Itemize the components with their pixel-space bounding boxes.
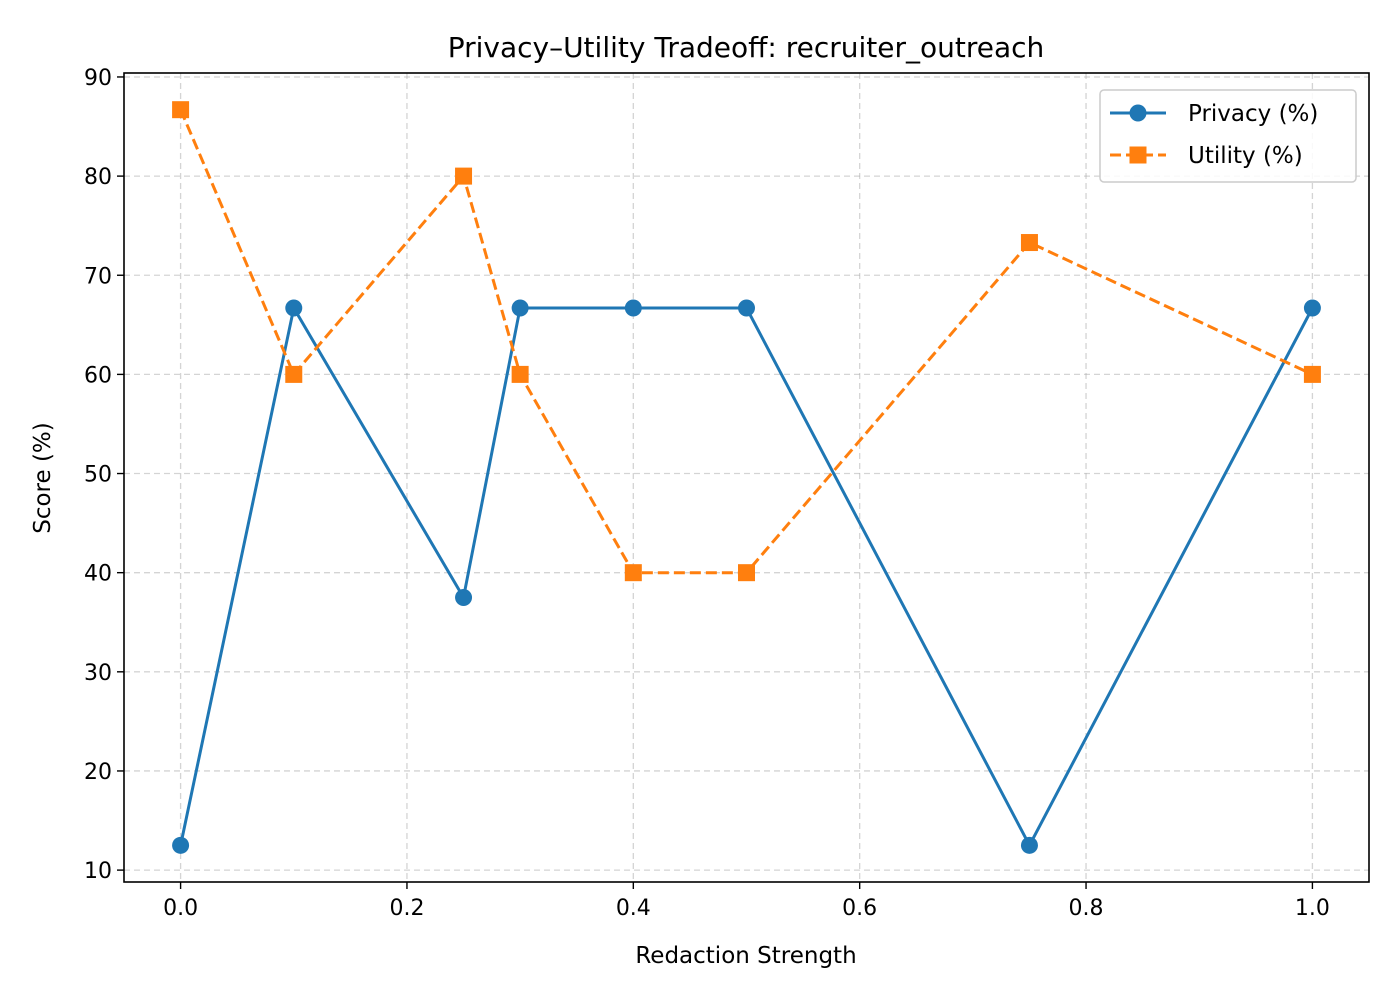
x-tick-label: 0.6: [842, 896, 877, 921]
data-point-privacy: [738, 299, 755, 317]
y-tick-label: 20: [84, 760, 112, 785]
x-axis-label: Redaction Strength: [635, 943, 856, 969]
x-tick-label: 0.4: [616, 896, 651, 921]
legend-label: Privacy (%): [1188, 101, 1318, 127]
y-tick-label: 80: [84, 165, 112, 190]
chart-title: Privacy–Utility Tradeoff: recruiter_outr…: [448, 31, 1045, 64]
data-point-privacy: [455, 588, 473, 606]
data-point-privacy: [624, 299, 642, 317]
y-tick-label: 30: [84, 661, 112, 686]
data-point-utility: [172, 101, 190, 119]
x-tick-label: 0.2: [389, 896, 424, 921]
y-tick-label: 50: [84, 463, 112, 488]
data-point-privacy: [511, 299, 529, 317]
legend-marker: [1129, 146, 1147, 164]
y-tick-label: 60: [84, 363, 112, 388]
series-utility: [172, 101, 1321, 582]
legend-item-privacy: Privacy (%): [1110, 101, 1318, 127]
grid: [124, 73, 1369, 882]
legend: Privacy (%) Utility (%): [1099, 89, 1357, 183]
data-point-utility: [1303, 365, 1321, 383]
series-line-utility: [179, 109, 1314, 575]
legend-item-utility: Utility (%): [1110, 143, 1303, 169]
x-tick-label: 1.0: [1295, 896, 1330, 921]
data-point-utility: [1020, 234, 1038, 252]
y-tick-label: 70: [84, 264, 112, 289]
legend-label: Utility (%): [1188, 143, 1303, 169]
plot-area-frame: [123, 72, 1370, 883]
series-layer: [172, 101, 1321, 854]
data-point-utility: [511, 365, 529, 383]
y-tick-label: 40: [84, 562, 112, 587]
data-point-privacy: [285, 299, 303, 317]
x-tick-label: 0.8: [1069, 896, 1104, 921]
data-point-utility: [455, 167, 473, 185]
data-point-privacy: [1303, 299, 1321, 317]
data-point-utility: [738, 564, 755, 582]
y-tick-label: 90: [84, 66, 112, 91]
axis-ticks: 0.0 0.2 0.4 0.6 0.8 1.0 10 20 30 40 50 60 70 80 90: [84, 66, 1330, 921]
legend-marker: [1129, 104, 1147, 122]
series-privacy: [172, 299, 1321, 854]
series-line-privacy: [179, 306, 1314, 847]
data-point-utility: [624, 564, 642, 582]
data-point-utility: [285, 365, 303, 383]
data-point-privacy: [172, 836, 190, 854]
x-tick-label: 0.0: [163, 896, 198, 921]
y-tick-label: 10: [84, 859, 112, 884]
y-axis-label: Score (%): [30, 422, 56, 534]
data-point-privacy: [1020, 836, 1038, 854]
